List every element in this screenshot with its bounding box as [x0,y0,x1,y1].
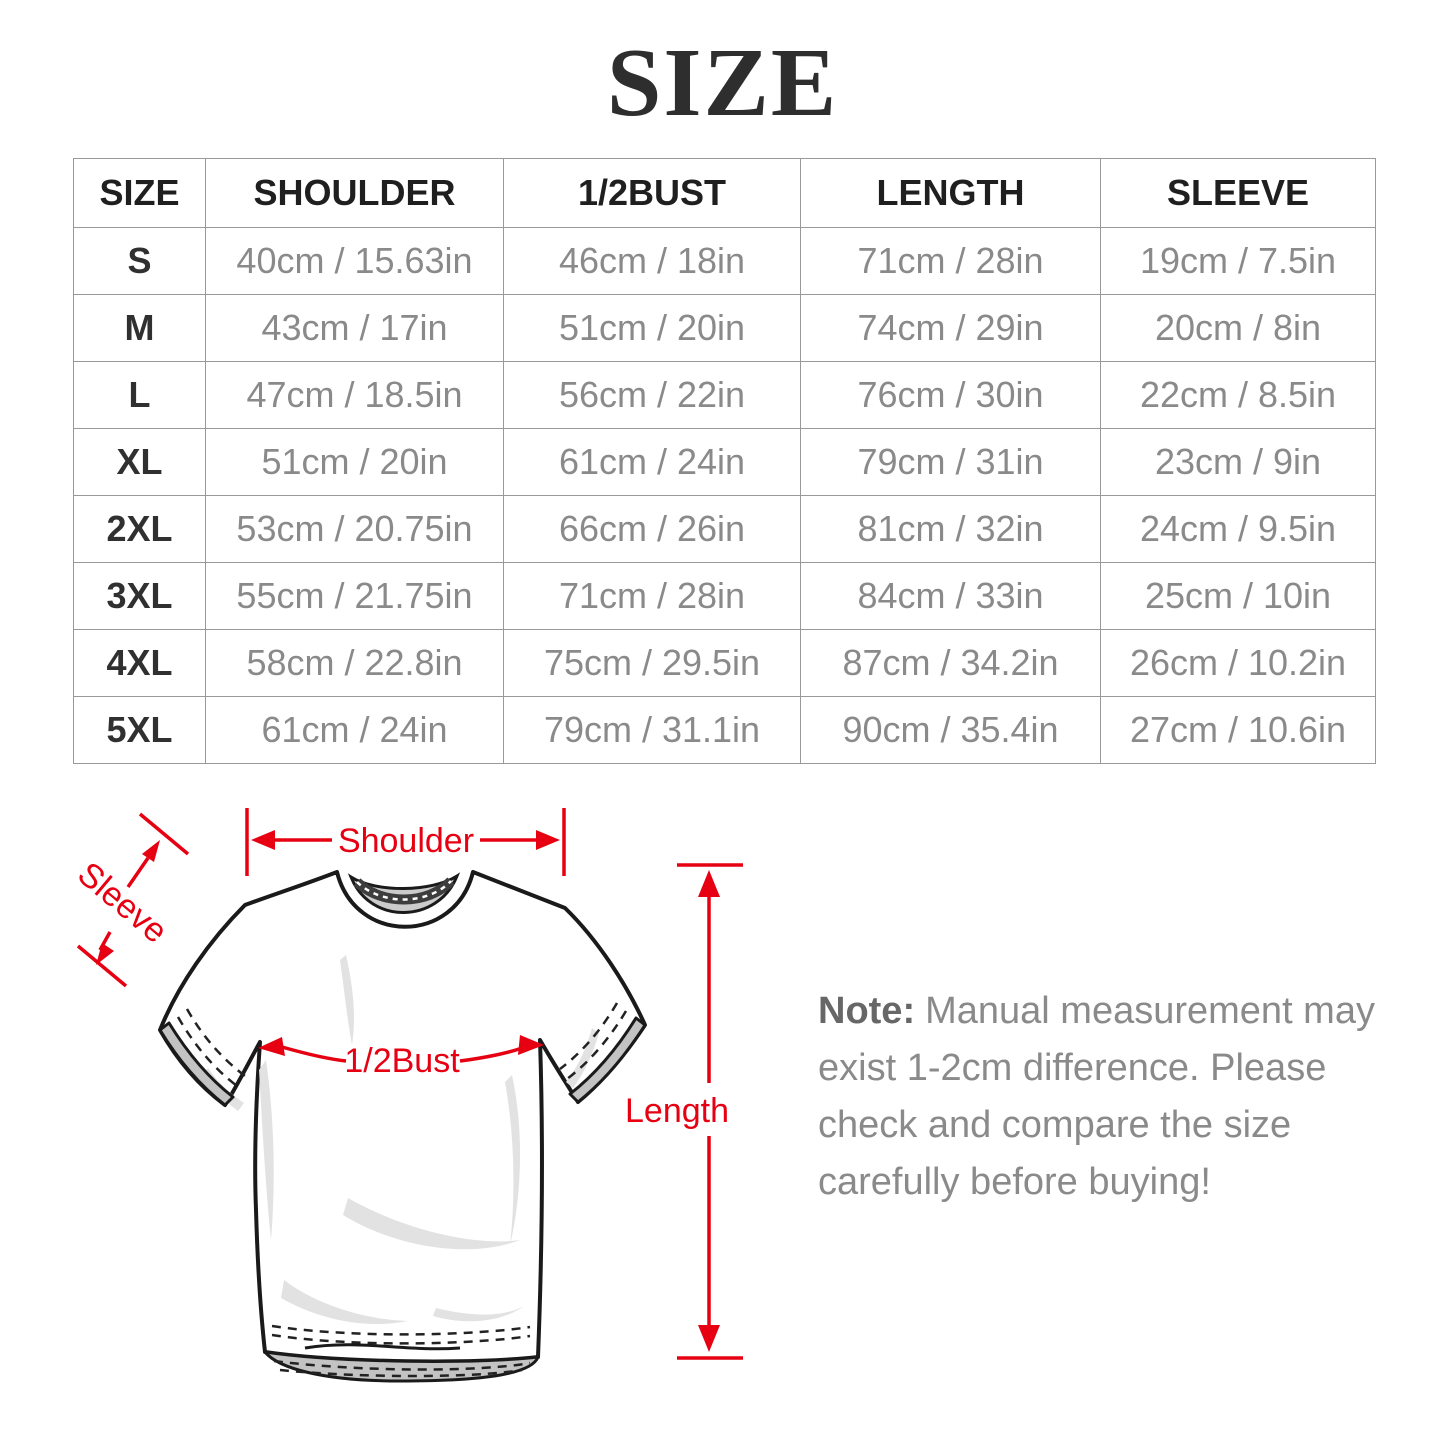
value-cell: 71cm / 28in [800,227,1101,295]
arrowhead-left-icon [251,830,275,850]
arrowhead-up-icon [142,840,160,862]
value-cell: 74cm / 29in [800,294,1101,362]
table-row-m: M 43cm / 17in 51cm / 20in 74cm / 29in 20cm /… [73,294,1376,362]
value-cell: 51cm / 20in [205,428,504,496]
tshirt-measurement-diagram: Shoulder Sleeve 1/2Bust Lengt [70,808,743,1383]
value-cell: 22cm / 8.5in [1100,361,1376,429]
value-cell: 53cm / 20.75in [205,495,504,563]
size-cell: M [73,294,206,362]
value-cell: 75cm / 29.5in [503,629,801,697]
column-header-length: LENGTH [800,158,1101,228]
bust-annotation: 1/2Bust [258,1035,544,1080]
value-cell: 51cm / 20in [503,294,801,362]
value-cell: 40cm / 15.63in [205,227,504,295]
tshirt-body-outline [158,870,647,1364]
value-cell: 66cm / 26in [503,495,801,563]
value-cell: 47cm / 18.5in [205,361,504,429]
table-row-l: L 47cm / 18.5in 56cm / 22in 76cm / 30in 22cm… [73,361,1376,429]
size-cell: 5XL [73,696,206,764]
note-line: carefully before buying! [818,1161,1211,1203]
value-cell: 26cm / 10.2in [1100,629,1376,697]
value-cell: 61cm / 24in [205,696,504,764]
table-row-2xl: 2XL 53cm / 20.75in 66cm / 26in 81cm / 32in 2… [73,495,1376,563]
value-cell: 20cm / 8in [1100,294,1376,362]
tshirt-illustration [158,870,647,1383]
size-table-header-row: SIZE SHOULDER 1/2BUST LENGTH SLEEVE [73,158,1376,228]
value-cell: 56cm / 22in [503,361,801,429]
value-cell: 76cm / 30in [800,361,1101,429]
value-cell: 84cm / 33in [800,562,1101,630]
size-table-body: S 40cm / 15.63in 46cm / 18in 71cm / 28in 19c… [73,227,1376,764]
value-cell: 58cm / 22.8in [205,629,504,697]
note-line: Note: Manual measurement may [818,983,1383,1040]
length-label: Length [625,1092,729,1130]
shoulder-label: Shoulder [338,822,474,860]
size-table: SIZE SHOULDER 1/2BUST LENGTH SLEEVE S 40cm / … [73,158,1376,764]
arrowhead-right-icon [518,1035,544,1055]
value-cell: 23cm / 9in [1100,428,1376,496]
value-cell: 55cm / 21.75in [205,562,504,630]
value-cell: 87cm / 34.2in [800,629,1101,697]
size-cell: 2XL [73,495,206,563]
column-header-12bust: 1/2BUST [503,158,801,228]
value-cell: 81cm / 32in [800,495,1101,563]
note-label: Note: [818,990,916,1032]
length-annotation: Length [625,863,743,1360]
tshirt-right-cuff [559,1002,647,1104]
page-title: SIZE [606,29,839,137]
table-row-xl: XL 51cm / 20in 61cm / 24in 79cm / 31in 23cm … [73,428,1376,496]
tshirt-left-cuff [158,1008,246,1107]
table-row-5xl: 5XL 61cm / 24in 79cm / 31.1in 90cm / 35.4in… [73,696,1376,764]
tshirt-wrinkle-shading [201,955,599,1325]
size-cell: XL [73,428,206,496]
arrowhead-up-icon [698,870,720,897]
size-cell: 4XL [73,629,206,697]
value-cell: 71cm / 28in [503,562,801,630]
value-cell: 79cm / 31.1in [503,696,801,764]
value-cell: 46cm / 18in [503,227,801,295]
column-header-shoulder: SHOULDER [205,158,504,228]
arrowhead-down-icon [698,1325,720,1352]
note-text: Note: Manual measurement may exist 1-2cm … [818,983,1383,1211]
note-line: check and compare the size [818,1104,1292,1146]
bust-label: 1/2Bust [344,1042,460,1080]
value-cell: 25cm / 10in [1100,562,1376,630]
table-row-3xl: 3XL 55cm / 21.75in 71cm / 28in 84cm / 33in 2… [73,562,1376,630]
tshirt-collar [347,872,461,914]
sleeve-label: Sleeve [70,855,174,951]
column-header-size: SIZE [73,158,206,228]
value-cell: 27cm / 10.6in [1100,696,1376,764]
note-line-text: Manual measurement may [925,990,1375,1032]
note-line: exist 1-2cm difference. Please [818,1047,1327,1089]
size-cell: 3XL [73,562,206,630]
tshirt-bottom-hem [263,1324,540,1383]
value-cell: 43cm / 17in [205,294,504,362]
table-row-s: S 40cm / 15.63in 46cm / 18in 71cm / 28in 19c… [73,227,1376,295]
arrowhead-right-icon [536,830,560,850]
value-cell: 61cm / 24in [503,428,801,496]
arrowhead-left-icon [258,1037,285,1056]
shoulder-annotation: Shoulder [245,808,566,876]
size-cell: L [73,361,206,429]
table-row-4xl: 4XL 58cm / 22.8in 75cm / 29.5in 87cm / 34.2… [73,629,1376,697]
value-cell: 90cm / 35.4in [800,696,1101,764]
sleeve-annotation: Sleeve [70,812,190,988]
value-cell: 24cm / 9.5in [1100,495,1376,563]
arrowhead-down-icon [96,943,114,965]
value-cell: 19cm / 7.5in [1100,227,1376,295]
size-cell: S [73,227,206,295]
column-header-sleeve: SLEEVE [1100,158,1376,228]
value-cell: 79cm / 31in [800,428,1101,496]
